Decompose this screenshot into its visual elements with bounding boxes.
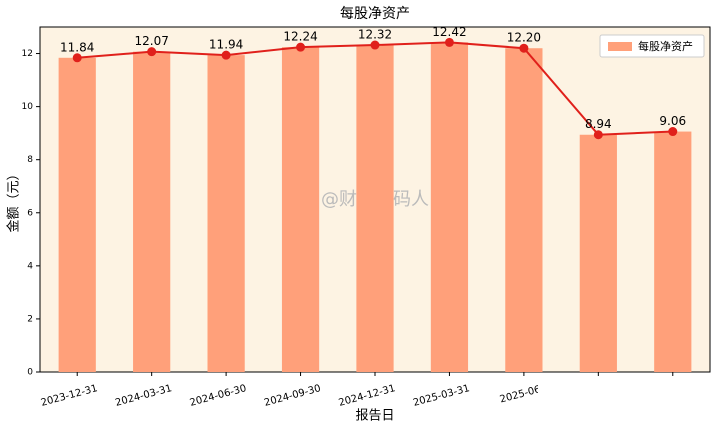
bar [430, 42, 469, 373]
bar [133, 51, 171, 372]
value-label: 11.94 [209, 38, 243, 52]
point [370, 40, 380, 50]
bar [58, 57, 96, 373]
x-axis-label: 报告日 [355, 409, 394, 424]
y-tick-label: 10 [22, 102, 34, 112]
y-tick-label: 12 [22, 49, 33, 59]
point [221, 50, 231, 60]
bar [505, 48, 543, 372]
y-tick-label: 0 [27, 368, 33, 378]
legend-box [599, 34, 705, 58]
point [72, 53, 82, 63]
legend-swatch [608, 42, 632, 51]
y-tick-label: 6 [27, 208, 33, 218]
value-label: 8.94 [585, 117, 612, 131]
value-label: 11.84 [60, 40, 94, 54]
value-label: 12.20 [507, 31, 541, 45]
bar [207, 55, 245, 372]
y-axis-label: 金额（元） [6, 167, 22, 232]
point [147, 47, 157, 57]
y-tick-label: 2 [27, 314, 33, 324]
value-label: 9.06 [659, 114, 686, 128]
point [296, 42, 306, 52]
point [444, 37, 454, 47]
legend-label: 每股净资产 [638, 39, 693, 53]
point [668, 127, 678, 137]
bar [356, 45, 394, 373]
point [519, 43, 529, 53]
chart-title: 每股净资产 [340, 6, 410, 22]
bar [281, 47, 320, 373]
value-label: 12.24 [283, 30, 317, 44]
value-label: 12.07 [134, 34, 168, 48]
y-tick-label: 8 [27, 155, 33, 165]
point [593, 130, 603, 140]
value-label: 12.32 [358, 28, 392, 42]
bar [579, 134, 617, 372]
bar [654, 131, 692, 372]
value-label: 12.42 [432, 25, 466, 39]
y-tick-label: 4 [27, 261, 33, 271]
overlay [538, 378, 719, 428]
